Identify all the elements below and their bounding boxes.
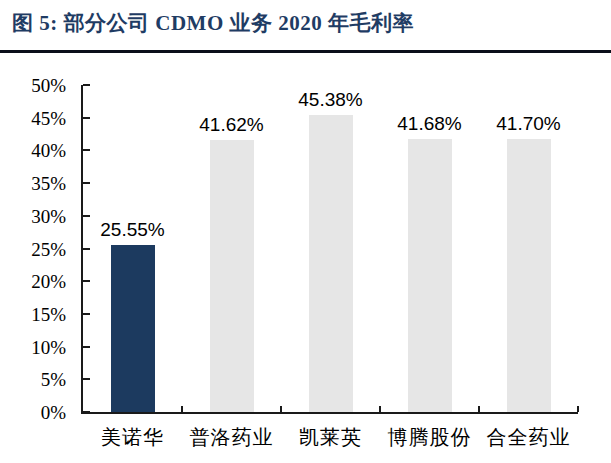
y-axis-tick [83,411,90,413]
y-tick-label: 10% [0,338,66,357]
y-axis-tick [83,248,90,250]
y-tick-label: 35% [0,174,66,193]
y-tick-label: 0% [0,403,66,422]
y-tick-label: 5% [0,370,66,389]
y-axis-tick [83,378,90,380]
y-tick-label: 30% [0,207,66,226]
x-axis-tick [280,406,282,412]
y-axis-tick [83,117,90,119]
chart-bar [408,139,452,412]
figure-title: 图 5: 部分公司 CDMO 业务 2020 年毛利率 [12,9,414,37]
y-axis-tick [83,149,90,151]
plot-area: 25.55% 41.62% 45.38% 41.68% 41.70% [83,85,578,412]
figure-canvas: 图 5: 部分公司 CDMO 业务 2020 年毛利率 0% 5% 10% 15% 20… [0,0,611,463]
x-category-label: 普洛药业 [190,424,274,451]
x-category-label: 博腾股份 [388,424,472,451]
y-tick-label: 15% [0,305,66,324]
y-axis-tick [83,215,90,217]
chart-bar [111,245,155,412]
x-axis-tick [181,406,183,412]
y-axis-tick [83,182,90,184]
y-tick-label: 45% [0,109,66,128]
y-tick-label: 50% [0,76,66,95]
chart-bar [507,139,551,412]
chart-bar [210,140,254,412]
y-axis-tick [83,84,90,86]
title-rule [0,50,611,53]
chart-bar [309,115,353,412]
x-axis-tick [478,406,480,412]
x-category-label: 凯莱英 [299,424,362,451]
bar-value-label: 41.62% [199,114,263,135]
y-axis-tick [83,313,90,315]
y-tick-label: 20% [0,272,66,291]
x-axis-line [81,412,578,414]
y-axis-line [81,85,83,414]
y-tick-label: 25% [0,240,66,259]
bar-value-label: 41.70% [496,113,560,134]
y-tick-label: 40% [0,141,66,160]
x-category-label: 合全药业 [487,424,571,451]
y-axis-tick [83,280,90,282]
bar-value-label: 41.68% [397,113,461,134]
bar-value-label: 45.38% [298,89,362,110]
y-axis-tick [83,346,90,348]
x-axis-tick [577,406,579,412]
x-category-label: 美诺华 [101,424,164,451]
bar-value-label: 25.55% [100,219,164,240]
x-axis-tick [379,406,381,412]
